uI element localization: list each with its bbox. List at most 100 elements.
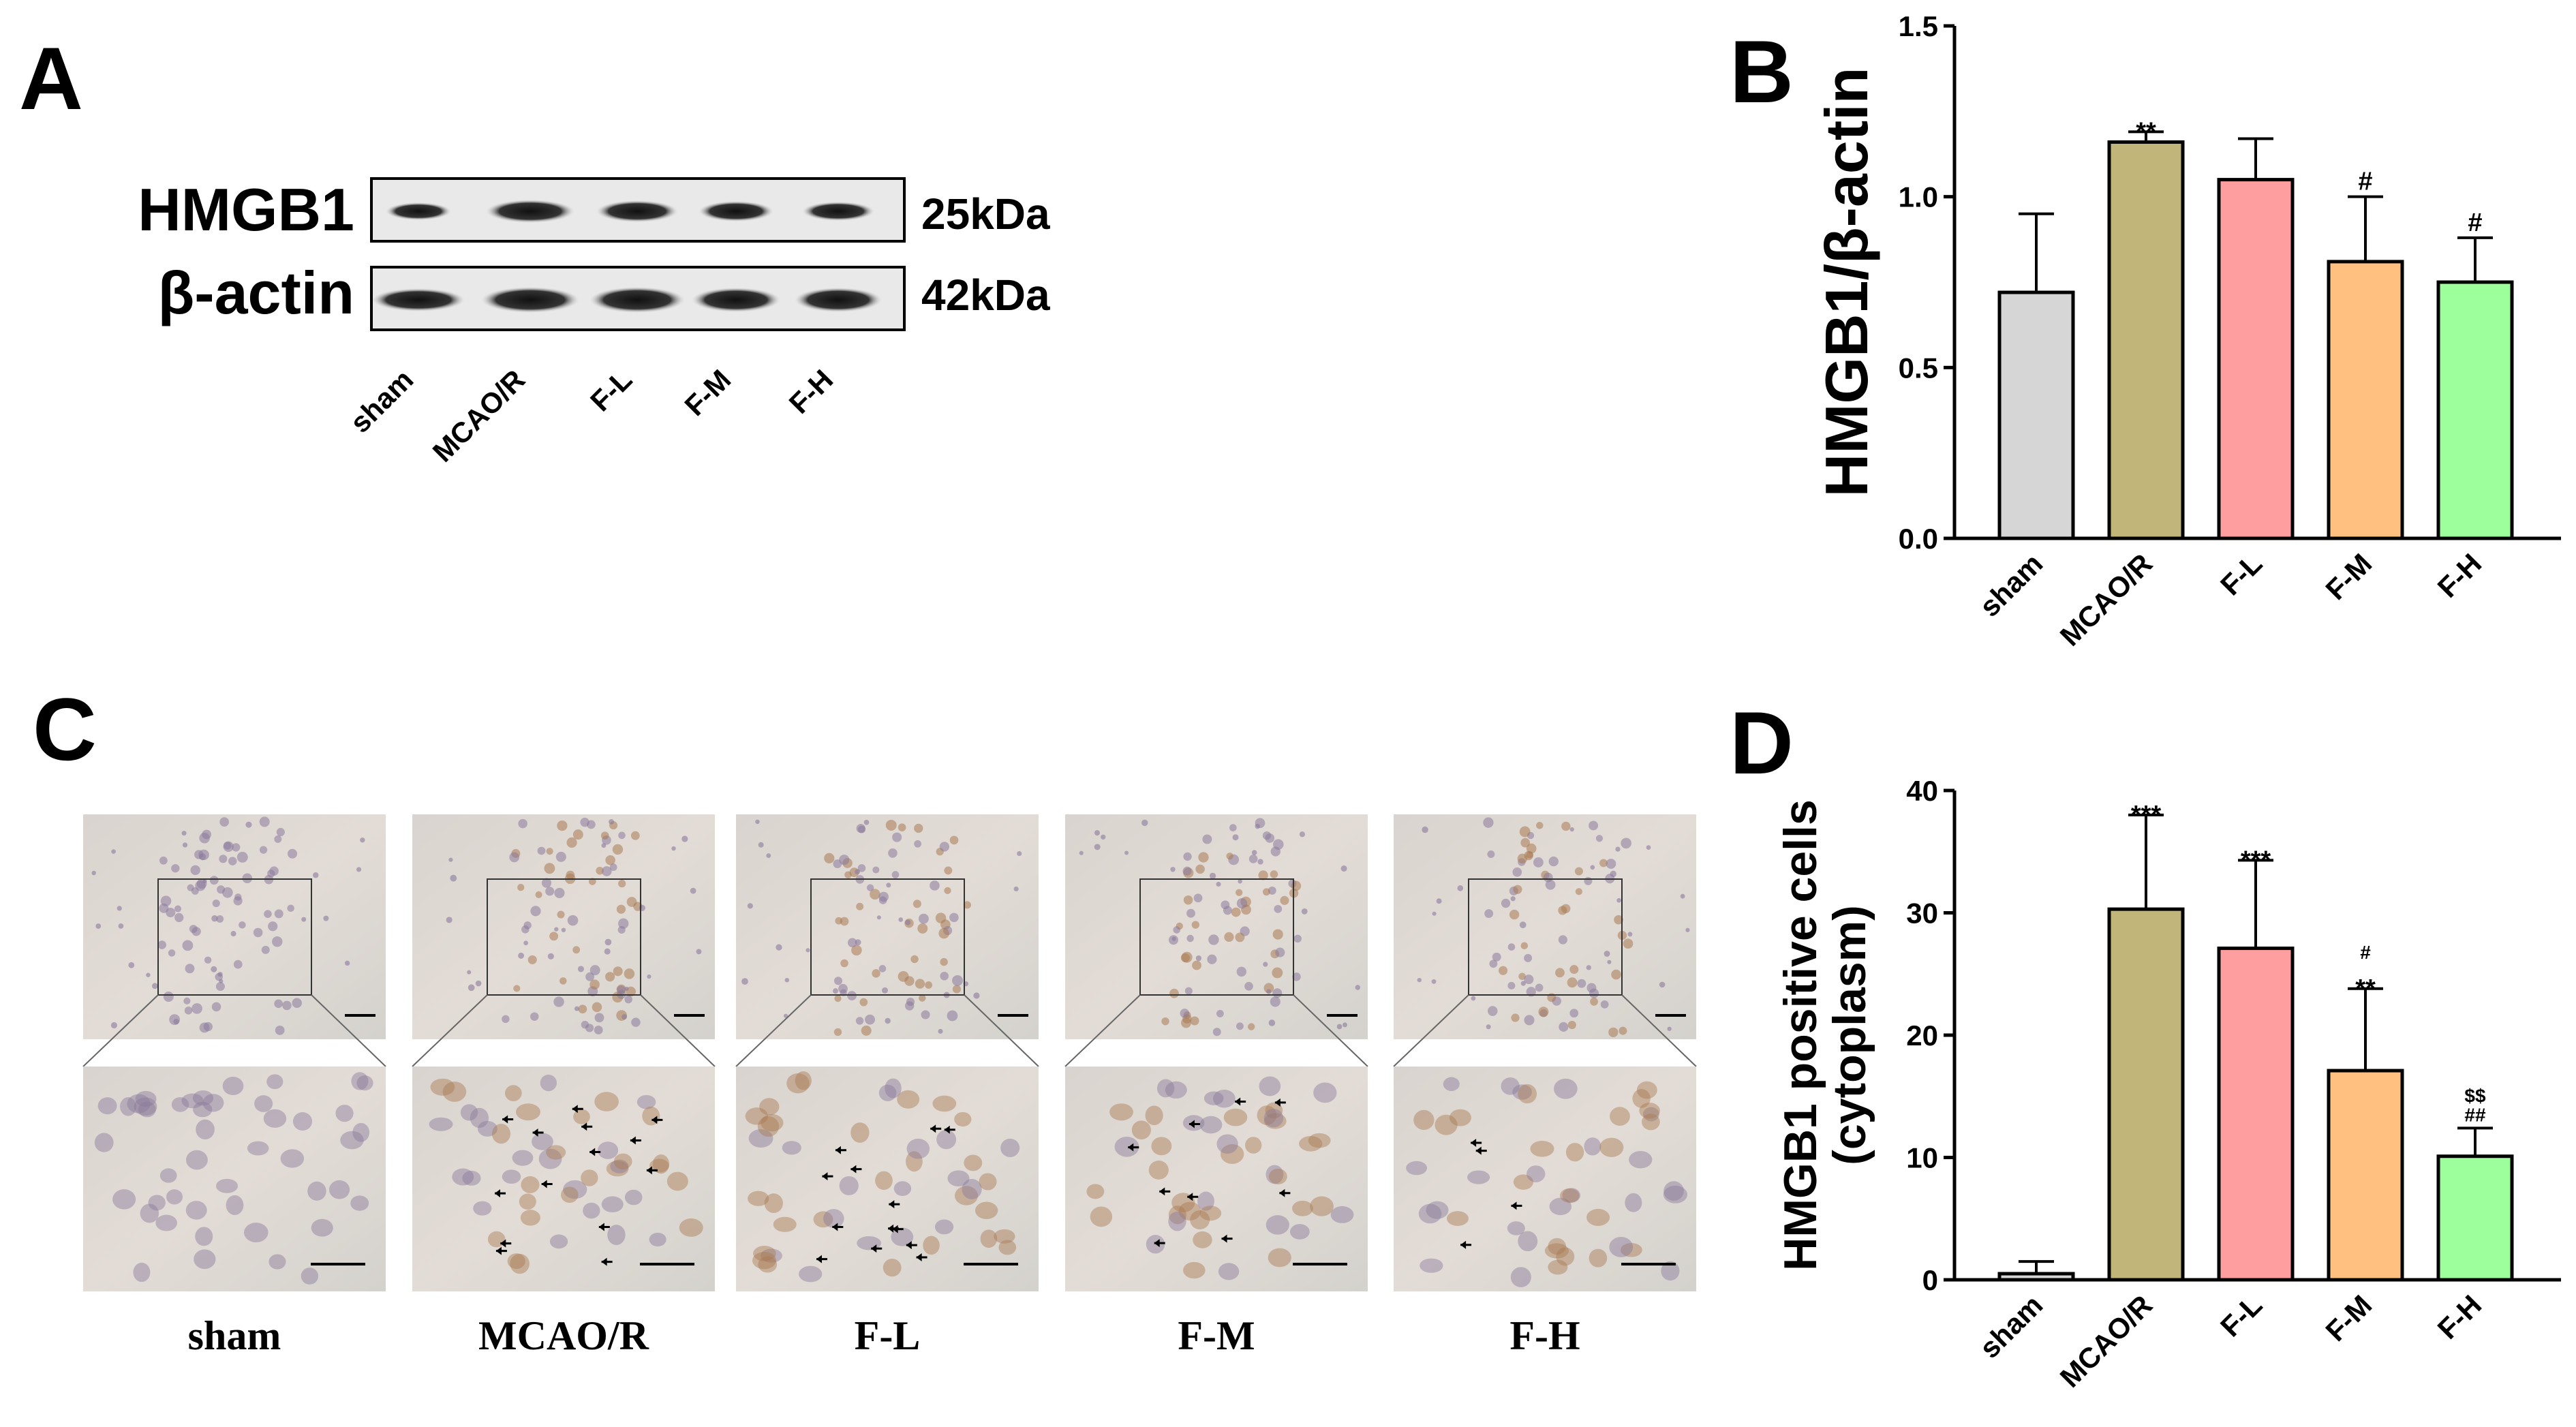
ihc-arrow-head — [1475, 1146, 1482, 1155]
ihc-cell — [211, 966, 217, 972]
ihc-cell — [1263, 1113, 1287, 1129]
ihc-cell — [847, 991, 857, 1000]
ihc-cell — [952, 975, 963, 986]
ihc-cell — [151, 983, 158, 989]
ihc-cell — [470, 1107, 489, 1129]
ihc-cell — [1266, 1215, 1289, 1235]
ihc-cell — [467, 970, 472, 975]
ihc-cell — [112, 1189, 136, 1210]
ihc-cell — [913, 900, 921, 908]
ihc-cell — [1190, 1210, 1210, 1230]
ihc-cell — [857, 864, 866, 872]
ihc-cell — [245, 821, 252, 828]
ihc-cell — [182, 940, 194, 951]
ihc-cell — [973, 992, 980, 999]
ihc-cell — [776, 944, 782, 951]
ihc-arrow-head — [500, 1239, 506, 1248]
ihc-arrow-head — [1460, 1240, 1467, 1249]
ihc-cell — [1435, 1114, 1458, 1135]
ihc-cell — [766, 853, 771, 858]
ihc-cell — [1590, 865, 1595, 870]
ihc-cell — [516, 1103, 540, 1121]
ihc-cell — [1619, 1026, 1627, 1035]
ihc-cell — [782, 1141, 801, 1155]
ihc-overview-image — [412, 814, 715, 1039]
ihc-cell — [202, 1094, 224, 1112]
ihc-zoom-image — [412, 1067, 715, 1291]
significance-mark: # — [2468, 209, 2482, 237]
ihc-cell — [1639, 1103, 1660, 1119]
ihc-cell — [572, 829, 583, 840]
ihc-cell — [813, 1211, 833, 1228]
wb-band — [802, 202, 874, 221]
ihc-cell — [566, 837, 577, 848]
ihc-cell — [1629, 1150, 1653, 1169]
ihc-cell — [891, 1227, 914, 1246]
ihc-cell — [1610, 1107, 1630, 1126]
ihc-cell — [215, 982, 225, 992]
ihc-cell — [187, 884, 194, 891]
ihc-cell — [350, 1195, 369, 1211]
ihc-cell — [1577, 979, 1586, 988]
ihc-cell — [263, 1109, 287, 1128]
ihc-cell — [1079, 850, 1084, 855]
ihc-cell — [1567, 1020, 1576, 1030]
ihc-cell — [833, 977, 843, 985]
ihc-cell — [473, 1201, 492, 1216]
ihc-cell — [1235, 932, 1245, 942]
ihc-cell — [1268, 1248, 1291, 1268]
ihc-cell — [1595, 835, 1604, 842]
ihc-cell — [1251, 850, 1257, 855]
ihc-cell — [287, 848, 298, 859]
ihc-cell — [1195, 864, 1205, 874]
ihc-cell — [538, 1148, 562, 1169]
ihc-cell — [1548, 1259, 1568, 1275]
ihc-cell — [1258, 870, 1268, 880]
ihc-cell — [1141, 819, 1148, 827]
ihc-zoom-box — [487, 878, 641, 996]
ihc-cell — [795, 1071, 812, 1090]
ihc-cell — [504, 1085, 522, 1102]
ihc-cell — [755, 819, 760, 825]
ihc-cell — [863, 819, 870, 825]
ihc-cell — [1436, 898, 1442, 904]
ihc-cell — [1599, 859, 1608, 868]
ihc-cell — [1268, 1168, 1287, 1184]
ihc-cell — [594, 1092, 619, 1111]
ihc-cell — [1145, 1105, 1163, 1126]
ihc-cell — [521, 1176, 540, 1193]
ihc-cell — [1567, 977, 1578, 988]
ihc-cell — [1524, 953, 1533, 962]
ihc-cell — [215, 1178, 239, 1193]
ihc-cell — [1236, 966, 1246, 977]
ihc-arrow-head — [822, 1172, 828, 1181]
ihc-group: F-H — [1393, 814, 1697, 1358]
significance-mark: $$ — [2464, 1085, 2486, 1106]
ihc-cell — [184, 1007, 193, 1015]
ihc-arrow-head — [871, 1244, 877, 1253]
ihc-cell — [1336, 1024, 1343, 1030]
y-axis-label-2: (cytoplasm) — [1824, 905, 1875, 1165]
ihc-cell — [752, 1252, 776, 1270]
ihc-cell — [91, 870, 96, 876]
ihc-cell — [786, 1073, 810, 1094]
ihc-cell — [1457, 885, 1464, 891]
ihc-zoom-connector — [82, 994, 159, 1067]
ihc-zoom-box — [157, 878, 312, 996]
ihc-cell — [834, 995, 842, 1002]
ihc-cell — [1265, 833, 1275, 843]
ihc-cell — [799, 1265, 823, 1283]
ihc-cell — [1017, 851, 1022, 857]
ihc-cell — [1216, 1134, 1238, 1154]
ihc-cell — [460, 1104, 478, 1121]
ihc-arrow-head — [1187, 1193, 1193, 1201]
ihc-cell — [1229, 824, 1237, 831]
ihc-zoom-connector — [964, 994, 1039, 1067]
ihc-cell — [535, 891, 542, 898]
ihc-cell — [1184, 987, 1193, 995]
ihc-cell — [607, 1225, 626, 1245]
ihc-cell — [1517, 853, 1528, 864]
ihc-cell — [1512, 1084, 1532, 1100]
ihc-cell — [204, 956, 212, 964]
ihc-cell — [748, 1129, 773, 1148]
